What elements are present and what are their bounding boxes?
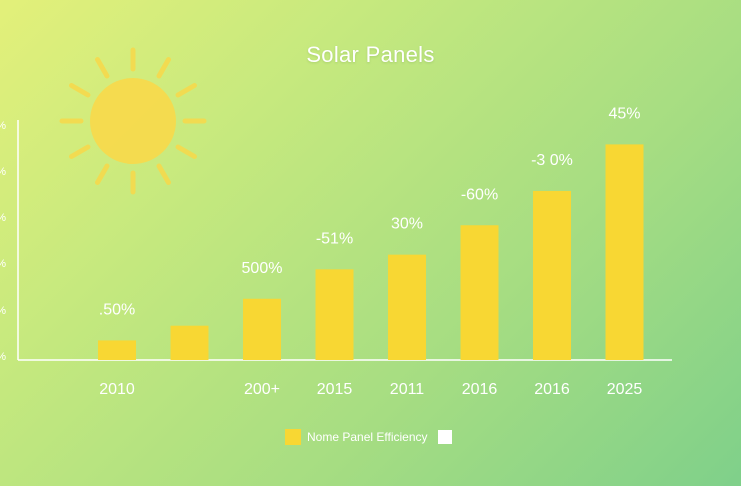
x-tick-label: 2025: [607, 381, 643, 398]
bar: [388, 254, 426, 360]
sun-ray: [95, 163, 110, 185]
bar: [170, 325, 209, 360]
y-tick-label: %: [0, 212, 6, 224]
data-label: 30%: [391, 216, 423, 233]
sun-ray: [156, 163, 171, 185]
x-labels-group: 2010 200+ 2015 2011 2016 2016 2025: [99, 381, 642, 398]
sun-ray: [69, 83, 91, 98]
data-label: 500%: [242, 260, 283, 277]
bar: [460, 225, 499, 360]
chart-title: Solar Panels: [306, 42, 435, 67]
bar: [98, 340, 136, 360]
sun-ray: [95, 57, 110, 79]
bar: [605, 144, 644, 360]
sun-ray: [156, 57, 171, 79]
data-label: .50%: [99, 301, 135, 318]
sun-ray: [175, 83, 197, 98]
bar: [315, 269, 354, 360]
data-label: -51%: [316, 230, 353, 247]
data-label: -60%: [461, 186, 498, 203]
legend-swatch-efficiency: [285, 429, 301, 445]
y-tick-label: %: [0, 166, 6, 178]
y-ticks: %%%%%%: [0, 120, 6, 363]
bars-group: [98, 144, 644, 360]
sun-ray: [175, 144, 197, 159]
y-tick-label: %: [0, 258, 6, 270]
data-labels-group: .50% 500% -51% 30% -60% -3 0% 45%: [99, 105, 641, 318]
y-tick-label: %: [0, 305, 6, 317]
bar: [533, 190, 571, 360]
data-label: 45%: [608, 105, 640, 122]
x-tick-label: 2015: [317, 381, 353, 398]
legend-label: Nome Panel Efficiency: [307, 430, 428, 444]
sun-disc: [90, 78, 176, 164]
x-tick-label: 2010: [99, 381, 135, 398]
x-tick-label: 2016: [462, 381, 498, 398]
sun-ray: [69, 144, 91, 159]
x-tick-label: 2016: [534, 381, 570, 398]
sun-icon: [59, 47, 207, 195]
x-tick-label: 2011: [390, 381, 425, 398]
legend: Nome Panel Efficiency: [285, 428, 452, 446]
data-label: -3 0%: [531, 152, 573, 169]
legend-swatch-empty: [437, 430, 452, 444]
x-tick-label: 200+: [244, 381, 280, 398]
bar: [243, 298, 281, 360]
y-tick-label: %: [0, 351, 6, 363]
y-tick-label: %: [0, 120, 6, 132]
